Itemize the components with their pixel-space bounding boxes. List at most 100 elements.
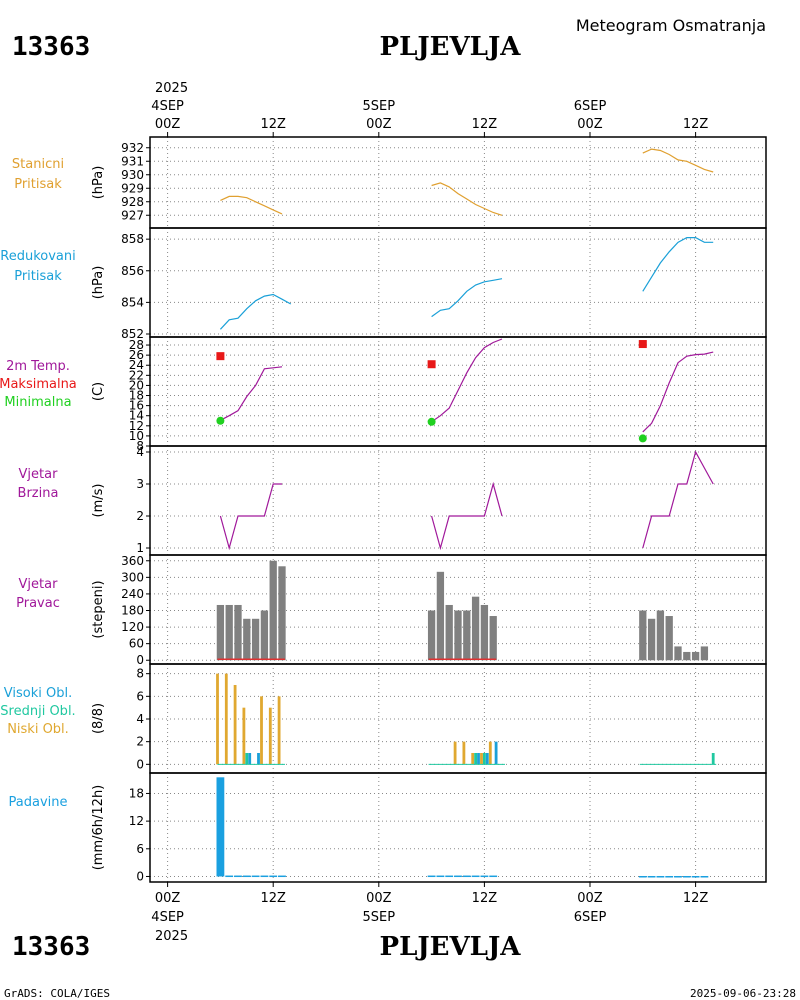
y-tick-label: 854 [121, 295, 144, 309]
precip-bar [463, 876, 471, 878]
panel-label-wind_speed: Brzina [18, 486, 59, 501]
cloud-bar [480, 753, 483, 764]
x-tick-label-top: 00Z [155, 117, 181, 132]
cloud-bar [278, 696, 281, 764]
y-tick-label: 360 [121, 554, 144, 568]
y-tick-label: 180 [121, 604, 144, 618]
y-axis-label: (hPa) [91, 166, 106, 200]
precip-bar [225, 876, 233, 878]
y-tick-label: 931 [121, 154, 144, 168]
wind-direction-bar [472, 597, 479, 661]
wind-direction-bar [446, 605, 453, 660]
cloud-bar [269, 708, 272, 765]
wind-direction-bar [243, 619, 250, 660]
x-tick-label-bottom: 00Z [366, 891, 392, 906]
y-tick-label: 928 [121, 195, 144, 209]
y-tick-label: 927 [121, 208, 144, 222]
y-tick-label: 930 [121, 168, 144, 182]
panel-label-redukovani: Pritisak [14, 269, 62, 284]
x-tick-label-bottom: 12Z [260, 891, 286, 906]
x-tick-label-top: 12Z [260, 117, 286, 132]
precip-bar [489, 876, 497, 878]
x-date-label-top: 6SEP [574, 99, 607, 114]
precip-bar [665, 876, 673, 878]
y-tick-label: 932 [121, 141, 144, 155]
y-tick-label: 18 [129, 786, 144, 800]
wind-direction-bar [692, 652, 699, 660]
cloud-bar [495, 742, 498, 765]
station-name-bottom: PLJEVLJA [380, 932, 522, 962]
cloud-bar [712, 753, 715, 764]
wind-direction-bar [490, 616, 497, 660]
min-temp-marker [428, 418, 436, 426]
y-tick-label: 929 [121, 181, 144, 195]
y-tick-label: 8 [136, 667, 144, 681]
cloud-bar [225, 674, 228, 765]
panel-label-redukovani: Redukovani [0, 249, 75, 264]
panel-label-stanicni: Stanicni [12, 157, 64, 172]
station-name-top: PLJEVLJA [380, 32, 522, 62]
max-temp-marker [216, 352, 224, 360]
wind-direction-bar [226, 605, 233, 660]
precip-bar [472, 876, 480, 878]
footer-credit: GrADS: COLA/IGES [4, 987, 110, 1000]
wind-direction-bar [261, 611, 268, 661]
panel-label-wind_speed: Vjetar [19, 467, 59, 482]
cloud-bar [245, 753, 248, 764]
cloud-bar [257, 753, 260, 764]
station-id-bottom: 13363 [12, 932, 90, 962]
panel-label-temp: 2m Temp. [6, 359, 70, 374]
y-axis-label: (C) [91, 382, 106, 401]
panel-label-temp: Maksimalna [0, 377, 77, 392]
cloud-bar [477, 753, 480, 764]
cloud-bar [234, 685, 237, 764]
wind-direction-bar [666, 616, 673, 660]
x-tick-label-top: 12Z [472, 117, 498, 132]
precip-bar [243, 876, 251, 878]
panel-label-clouds: Niski Obl. [7, 722, 69, 737]
y-tick-label: 6 [136, 842, 144, 856]
cloud-bar [242, 708, 245, 765]
cloud-bar [474, 753, 477, 764]
y-axis-label: (mm/6h/12h) [91, 785, 106, 871]
cloud-bar [248, 753, 251, 764]
y-tick-label: 12 [129, 814, 144, 828]
x-date-label-top: 5SEP [363, 99, 396, 114]
precip-bar [445, 876, 453, 878]
wind-direction-bar [683, 652, 690, 660]
x-date-label-bottom: 4SEP [151, 910, 184, 925]
y-axis-label: (8/8) [91, 703, 106, 734]
precip-bar [481, 876, 489, 878]
x-tick-label-top: 00Z [577, 117, 603, 132]
wind-direction-bar [463, 611, 470, 661]
station-id-top: 13363 [12, 32, 90, 62]
precip-bar [683, 876, 691, 878]
wind-direction-bar [481, 605, 488, 660]
wind-direction-bar [454, 611, 461, 661]
cloud-bar [471, 753, 474, 764]
x-tick-label-top: 00Z [366, 117, 392, 132]
x-date-label-bottom: 5SEP [363, 910, 396, 925]
panel-label-wind_dir: Vjetar [19, 577, 59, 592]
y-tick-label: 858 [121, 232, 144, 246]
panel-label-clouds: Srednji Obl. [0, 704, 75, 719]
precip-bar [437, 876, 445, 878]
wind-direction-bar [270, 561, 277, 660]
y-tick-label: 2 [136, 735, 144, 749]
precip-bar [639, 876, 647, 878]
y-axis-label: (stepeni) [91, 580, 106, 638]
precip-bar [252, 876, 260, 878]
precip-bar [674, 876, 682, 878]
wind-direction-bar [278, 566, 285, 660]
y-axis-label: (hPa) [91, 266, 106, 300]
precip-bar [278, 876, 286, 878]
x-date-label-top: 4SEP [151, 99, 184, 114]
y-tick-label: 0 [136, 869, 144, 883]
panel-label-clouds: Visoki Obl. [4, 686, 72, 701]
y-tick-label: 0 [136, 653, 144, 667]
max-temp-marker [428, 360, 436, 368]
x-tick-label-bottom: 12Z [472, 891, 498, 906]
y-tick-label: 240 [121, 587, 144, 601]
precip-bar [217, 777, 225, 876]
y-tick-label: 2 [136, 509, 144, 523]
